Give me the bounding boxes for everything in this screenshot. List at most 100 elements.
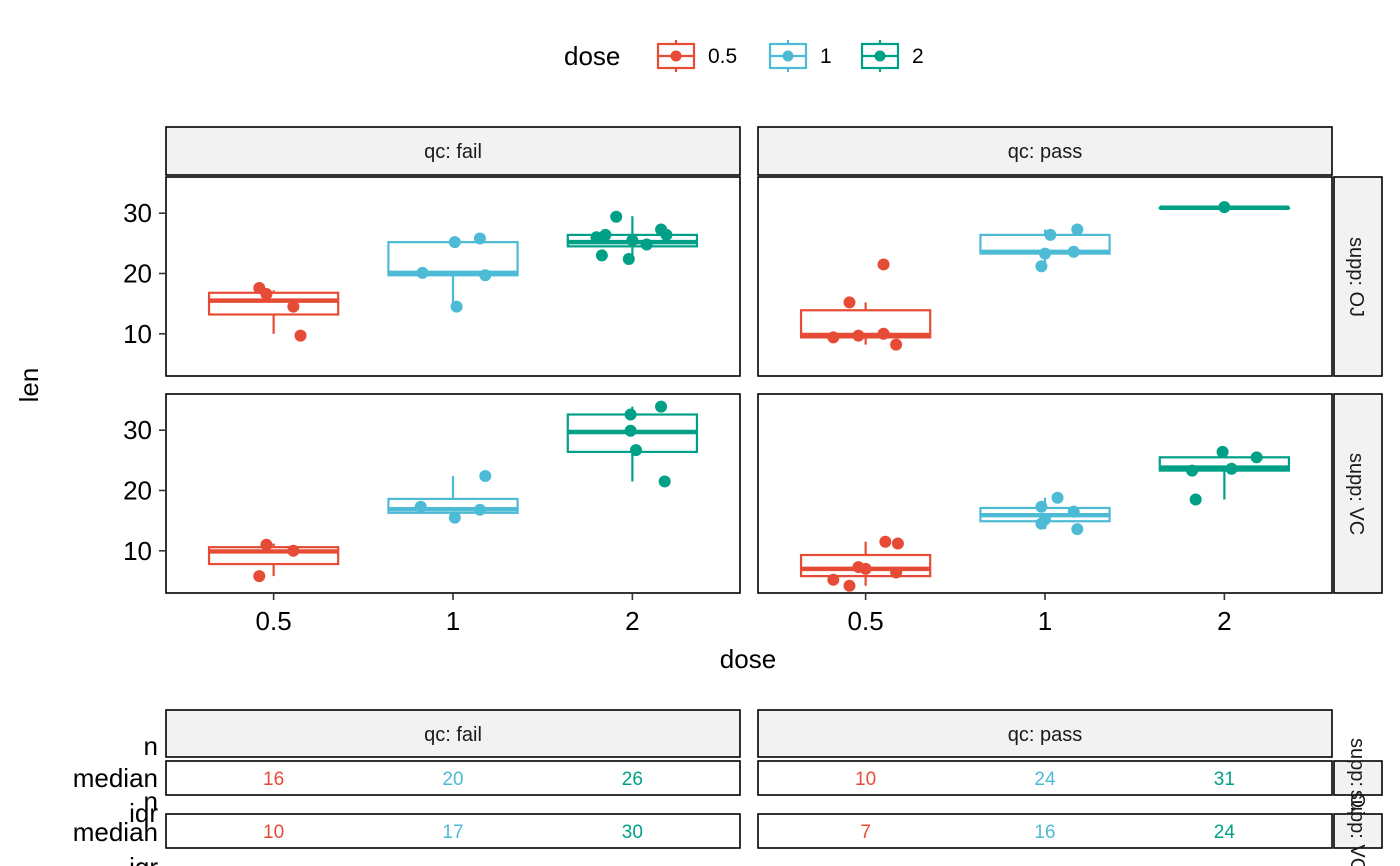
data-point (1067, 505, 1080, 518)
x-tick-label: 2 (1217, 606, 1231, 636)
data-point (640, 238, 653, 251)
y-tick-label: 10 (123, 319, 152, 349)
data-point (624, 424, 637, 437)
box-dose-2 (1158, 201, 1291, 214)
data-point (827, 573, 840, 586)
legend-key-0.5: 0.5 (656, 40, 737, 72)
table-value: 31 (1214, 769, 1235, 790)
data-point (287, 544, 300, 557)
data-point (660, 228, 673, 241)
table-col-label-pass: qc: pass (1008, 724, 1082, 746)
plot-panels (165, 176, 1333, 594)
table-row-strip-oj: supp: OJ (1333, 738, 1383, 818)
table-value: 20 (442, 769, 463, 790)
y-tick-label: 10 (123, 536, 152, 566)
y-tick-label: 20 (123, 475, 152, 505)
panel-background (757, 176, 1333, 377)
data-point (1035, 260, 1048, 273)
legend-label-1: 1 (820, 45, 832, 68)
data-point (1039, 513, 1051, 526)
data-point (859, 562, 872, 575)
facet-col-label-pass: qc: pass (1008, 141, 1082, 163)
data-point (590, 231, 603, 244)
legend-key-2: 2 (860, 40, 924, 72)
table-value: 7 (860, 822, 871, 843)
x-tick-label: 1 (446, 606, 460, 636)
legend-point (670, 50, 682, 62)
data-point (852, 329, 865, 342)
table-value: 30 (622, 822, 643, 843)
x-tick-label: 0.5 (256, 606, 292, 636)
panel-1-0 (757, 176, 1333, 377)
data-point (655, 400, 668, 413)
data-point (843, 296, 856, 309)
box-dose-0.5 (799, 258, 932, 351)
data-point (1035, 500, 1048, 513)
panel-0-0 (165, 176, 741, 377)
table-row-strip-label-vc: supp: VC (1346, 790, 1368, 866)
facet-col-label-fail: qc: fail (424, 141, 482, 163)
data-point (450, 300, 463, 313)
data-point (260, 538, 273, 551)
data-point (416, 266, 429, 279)
data-point (479, 470, 492, 483)
table-value: 24 (1034, 769, 1056, 790)
table-row-strip-vc: supp: VC (1333, 790, 1383, 866)
facet-col-strip-fail: qc: fail (165, 126, 741, 176)
table-value: 16 (263, 769, 284, 790)
data-point (595, 249, 608, 262)
data-point (473, 232, 486, 245)
table-row-strip-label-oj: supp: OJ (1346, 738, 1368, 818)
data-point (1216, 445, 1229, 458)
data-point (610, 210, 623, 223)
box-dose-1 (979, 491, 1111, 536)
data-point (827, 331, 840, 344)
box-dose-2 (566, 400, 699, 488)
facet-row-label-vc: supp: VC (1345, 453, 1367, 535)
box-iqr (207, 291, 340, 316)
data-point (1067, 245, 1080, 258)
box-dose-2 (566, 210, 699, 266)
data-point (448, 511, 461, 524)
box-dose-0.5 (207, 538, 340, 583)
y-tick-label: 30 (123, 415, 152, 445)
row-label-iqr-2: iqr (129, 852, 158, 866)
table-value: 24 (1214, 822, 1236, 843)
data-point (626, 234, 639, 247)
x-axes: 0.5 1 2 0.5 1 2 (256, 593, 1232, 636)
data-point (843, 579, 856, 592)
data-point (622, 253, 635, 266)
table-panel-fail-oj (165, 760, 741, 796)
data-point (1039, 247, 1051, 260)
y-tick-label: 30 (123, 198, 152, 228)
legend-label-0.5: 0.5 (708, 45, 737, 68)
data-point (1225, 462, 1238, 475)
data-point (294, 329, 307, 342)
table-values: 16 20 26 10 24 31 10 17 30 7 16 24 (263, 769, 1235, 843)
table-value: 10 (855, 769, 876, 790)
table-value: 10 (263, 822, 284, 843)
y-tick-label: 20 (123, 258, 152, 288)
data-point (1186, 464, 1199, 477)
data-point (658, 475, 671, 488)
data-point (891, 537, 904, 550)
legend-point (782, 50, 794, 62)
row-label-n: n (144, 731, 158, 761)
table-value: 17 (442, 822, 463, 843)
table-value: 26 (622, 769, 643, 790)
data-point (877, 327, 890, 340)
data-point (1044, 228, 1057, 241)
data-point (890, 566, 903, 579)
y-axis-title: len (14, 368, 44, 403)
data-point (1051, 491, 1064, 504)
data-point (890, 338, 903, 351)
table-value: 16 (1034, 822, 1055, 843)
data-point (473, 503, 486, 516)
data-point (877, 258, 890, 271)
legend-point (874, 50, 886, 62)
data-point (1071, 223, 1084, 236)
data-point (287, 300, 300, 313)
data-point (1250, 451, 1263, 464)
row-label-median: median (73, 763, 158, 793)
